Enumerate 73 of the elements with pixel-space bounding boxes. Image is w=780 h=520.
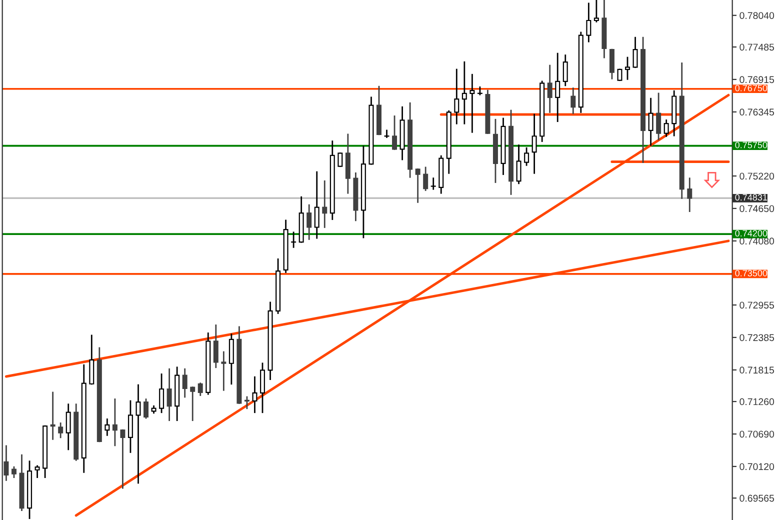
candlestick [213, 324, 218, 368]
candlestick [516, 144, 522, 184]
candlestick [430, 178, 436, 190]
y-tick-label: 0.71260 [740, 398, 774, 406]
ref-line-label: 0.74200 [735, 230, 768, 237]
candlestick [4, 445, 9, 481]
candlestick [462, 61, 467, 124]
candlestick [586, 2, 592, 42]
y-tick-label: 0.74650 [740, 205, 774, 212]
candlestick [617, 68, 622, 81]
candlestick [104, 418, 110, 436]
candlestick [570, 88, 576, 114]
y-tick-label: 0.77485 [740, 44, 774, 51]
candlestick [555, 52, 560, 122]
ref-line-label: 0.73500 [735, 270, 768, 276]
candlestick [609, 48, 614, 80]
candlestick [632, 36, 638, 68]
candlestick [415, 168, 420, 203]
y-tick-label: 0.74080 [740, 238, 774, 245]
candlestick [159, 374, 164, 414]
candlestick [58, 422, 64, 438]
candlestick [228, 334, 234, 385]
candlestick [260, 362, 265, 414]
y-tick-label: 0.78040 [740, 12, 774, 19]
candlestick [423, 166, 428, 191]
candlestick [128, 400, 133, 453]
candlestick [384, 130, 390, 138]
y-tick-label: 0.72955 [740, 302, 774, 309]
candlestick [338, 152, 343, 168]
candlestick [314, 171, 320, 239]
y-tick-label: 0.76345 [740, 108, 774, 116]
y-tick-label: 0.72385 [740, 334, 774, 342]
candlestick [547, 64, 552, 113]
candlestick [322, 180, 328, 228]
candlestick [252, 376, 258, 414]
candlestick [524, 147, 530, 166]
y-tick-label: 0.76915 [740, 76, 774, 84]
candlestick [664, 119, 669, 137]
candlestick [120, 429, 126, 489]
candlestick [291, 232, 296, 248]
candlestick [50, 392, 56, 440]
candlestick [166, 368, 172, 422]
candlestick [306, 204, 312, 240]
candlestick [66, 404, 71, 450]
candlestick [532, 114, 537, 174]
candlestick [562, 54, 568, 86]
candlestick [244, 396, 250, 410]
candlestick [221, 351, 226, 391]
candlestick [392, 115, 398, 150]
y-tick-label: 0.69565 [740, 494, 774, 502]
candlestick [656, 92, 662, 140]
candlestick [594, 0, 599, 22]
candlestick [34, 465, 40, 478]
ref-line-label: 0.76750 [735, 84, 768, 92]
candlestick [190, 386, 196, 422]
candlestick [11, 466, 16, 478]
y-tick-label: 0.70120 [740, 463, 774, 470]
candlestick [470, 74, 475, 133]
candlestick [648, 98, 654, 146]
candlestick [454, 68, 460, 124]
candlestick [89, 334, 94, 385]
y-tick-label: 0.71815 [740, 366, 774, 374]
candlestick [144, 398, 149, 419]
candlestick [625, 56, 630, 80]
candlestick [136, 384, 141, 484]
candlestick [112, 398, 118, 446]
ref-line-label: 0.75750 [735, 142, 768, 148]
ref-line-label: 0.74831 [735, 194, 768, 201]
candlestick [687, 178, 692, 212]
y-tick-label: 0.75220 [740, 172, 774, 180]
candlestick [182, 368, 188, 398]
y-tick-label: 0.70690 [740, 430, 774, 438]
candlestick [198, 382, 203, 396]
